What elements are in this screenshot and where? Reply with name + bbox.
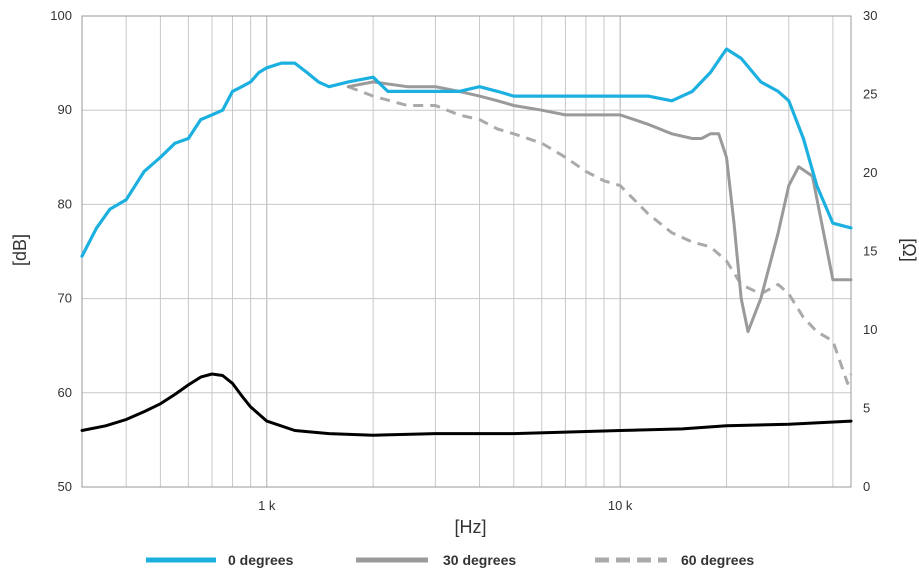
y-tick-label: 60: [58, 385, 72, 400]
x-axis-ticks: 1 k 10 k: [258, 498, 633, 513]
y2-tick-label: 0: [863, 479, 870, 494]
legend: 0 degrees 30 degrees 60 degrees: [146, 552, 754, 568]
y-tick-label: 50: [58, 479, 72, 494]
right-axis-ticks: 0 5 10 15 20 25 30: [863, 8, 877, 494]
y2-tick-label: 5: [863, 401, 870, 416]
legend-label-60-degrees: 60 degrees: [681, 552, 754, 568]
y-tick-label: 90: [58, 102, 72, 117]
y2-tick-label: 10: [863, 322, 877, 337]
series-layer: [80, 47, 853, 437]
series-line-impedance: [80, 372, 853, 437]
legend-label-30-degrees: 30 degrees: [443, 552, 516, 568]
y2-axis-title: [Ω]: [899, 238, 919, 261]
plot-frame: [81, 15, 852, 488]
y2-tick-label: 20: [863, 165, 877, 180]
y2-tick-label: 30: [863, 8, 877, 23]
legend-label-0-degrees: 0 degrees: [228, 552, 294, 568]
series-line-30-degrees: [346, 80, 853, 334]
series-line-60-degrees: [347, 85, 853, 385]
y-axis-title: [dB]: [10, 234, 30, 266]
left-axis-ticks: 50 60 70 80 90 100: [50, 8, 72, 494]
y-tick-label: 100: [50, 8, 72, 23]
x-tick-label: 10 k: [608, 498, 633, 513]
y-tick-label: 70: [58, 291, 72, 306]
y2-tick-label: 25: [863, 87, 877, 102]
series-line-0-degrees: [80, 47, 853, 258]
x-tick-label: 1 k: [258, 498, 276, 513]
y2-tick-label: 15: [863, 244, 877, 259]
x-axis-title: [Hz]: [454, 517, 486, 537]
y-tick-label: 80: [58, 196, 72, 211]
